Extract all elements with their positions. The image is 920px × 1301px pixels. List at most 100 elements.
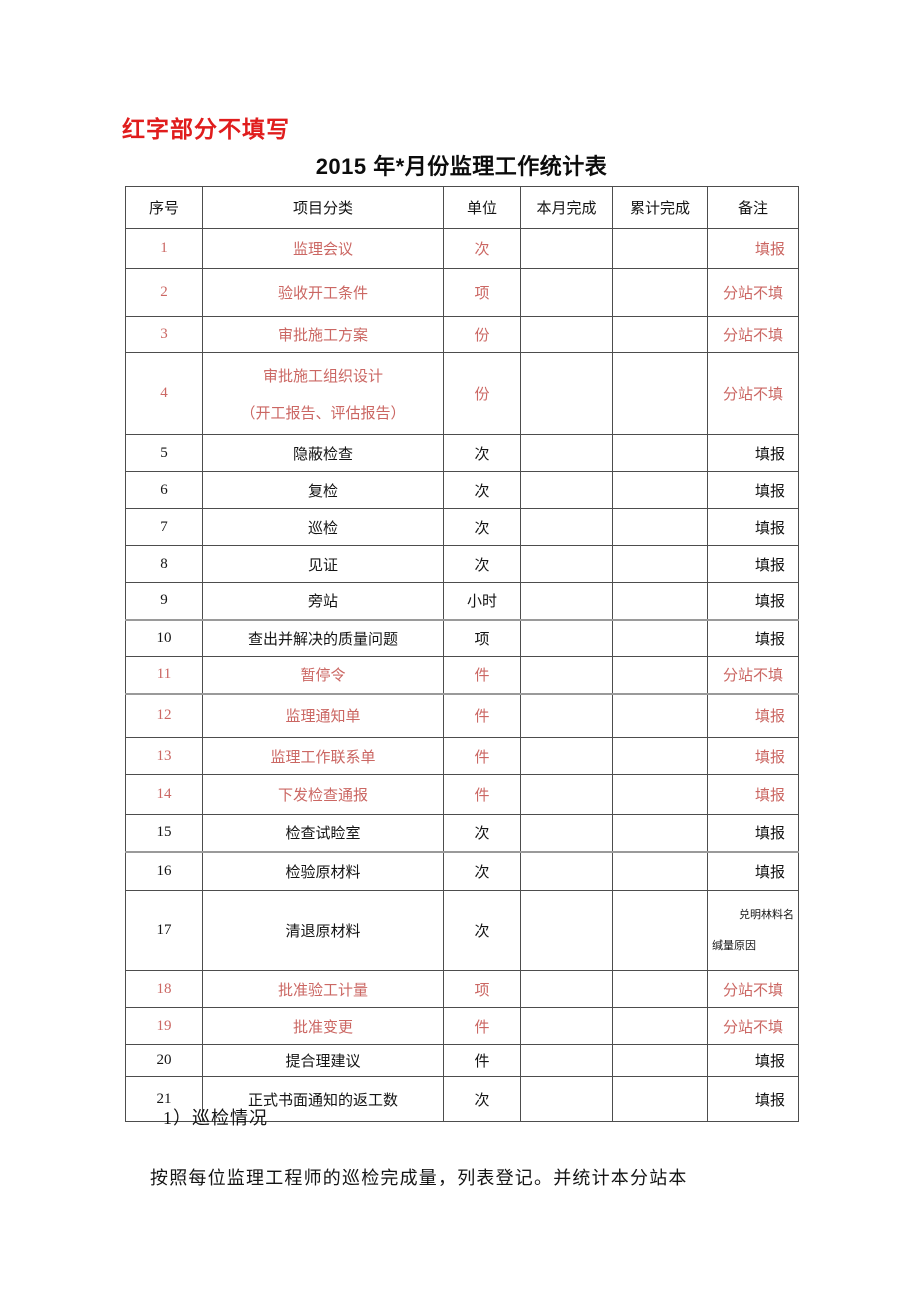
cell-project-category: 提合理建议 (202, 1044, 444, 1077)
table-row: 17 清退原材料 次 兑明林料名 缄量原因 (125, 890, 799, 971)
cell-unit: 次 (443, 851, 521, 891)
category-line1: 检验原材料 (285, 864, 361, 881)
cell-month-completed (520, 434, 613, 472)
cell-unit: 件 (443, 1044, 521, 1077)
cell-remark: 分站不填 (707, 268, 799, 317)
category-line1: 暂停令 (300, 668, 346, 685)
table-header: 序号 项目分类 单位 本月完成 累计完成 备注 (125, 186, 799, 229)
inspection-section-heading: 1）巡检情况 (163, 1108, 268, 1128)
category-line1: 旁站 (307, 594, 338, 611)
table-row: 1 监理会议 次 填报 (125, 228, 799, 269)
cell-serial-number: 6 (125, 471, 203, 509)
cell-serial-number: 9 (125, 582, 203, 621)
cell-remark: 填报 (707, 434, 799, 472)
cell-project-category: 审批施工方案 (202, 316, 444, 353)
category-line1: 验收开工条件 (277, 286, 368, 302)
table-row: 21 正式书面通知的返工数 次 填报 (125, 1076, 799, 1122)
cell-project-category: 复检 (202, 471, 444, 509)
category-line1: 下发检查通报 (277, 788, 368, 804)
remark-small-text: 兑明林料名 缄量原因 (710, 909, 796, 953)
cell-project-category: 监理会议 (202, 228, 444, 269)
cell-unit: 件 (443, 774, 521, 815)
cell-cumulative-completed (612, 1044, 708, 1077)
cell-unit: 次 (443, 1076, 521, 1122)
cell-remark: 填报 (707, 693, 799, 738)
cell-serial-number: 1 (125, 228, 203, 269)
table-row: 4 审批施工组织设计 （开工报告、评估报告） 份 分站不填 (125, 352, 799, 435)
header-unit: 单位 (443, 186, 521, 229)
cell-project-category: 查出并解决的质量问题 (202, 619, 444, 657)
cell-unit: 项 (443, 970, 521, 1008)
cell-cumulative-completed (612, 582, 708, 621)
cell-serial-number: 4 (125, 352, 203, 435)
page-title: 2015 年*月份监理工作统计表 (315, 154, 608, 179)
cell-project-category: 监理工作联系单 (202, 737, 444, 775)
category-line1: 审批施工方案 (277, 328, 368, 344)
cell-month-completed (520, 619, 613, 657)
category-line1: 监理通知单 (285, 709, 361, 726)
cell-month-completed (520, 1044, 613, 1077)
table-row: 9 旁站 小时 填报 (125, 582, 799, 621)
cell-month-completed (520, 228, 613, 269)
table-row: 8 见证 次 填报 (125, 545, 799, 583)
cell-cumulative-completed (612, 1007, 708, 1045)
category-line1: 批准变更 (292, 1019, 353, 1036)
table-row: 13 监理工作联系单 件 填报 (125, 737, 799, 775)
cell-serial-number: 5 (125, 434, 203, 472)
cell-project-category: 清退原材料 (202, 890, 444, 971)
cell-cumulative-completed (612, 693, 708, 738)
table-body: 1 监理会议次填报 2 验收开工条件项分站不填 3 审批施工方案份分站不填 4 审批施工组织设… (125, 228, 799, 1122)
remark-small-line1: 兑明林料名 (739, 908, 794, 921)
cell-remark: 兑明林料名 缄量原因 (707, 890, 799, 971)
table-header-row: 序号 项目分类 单位 本月完成 累计完成 备注 (125, 186, 799, 229)
cell-project-category: 隐蔽检查 (202, 434, 444, 472)
cell-serial-number: 3 (125, 316, 203, 353)
cell-serial-number: 10 (125, 619, 203, 657)
header-serial-number: 序号 (125, 186, 203, 229)
cell-month-completed (520, 545, 613, 583)
category-line1: 巡检 (307, 520, 338, 537)
cell-month-completed (520, 1007, 613, 1045)
table-row: 10 查出并解决的质量问题 项 填报 (125, 619, 799, 657)
cell-remark: 分站不填 (707, 352, 799, 435)
cell-month-completed (520, 1076, 613, 1122)
cell-serial-number: 12 (125, 693, 203, 738)
cell-project-category: 正式书面通知的返工数 (202, 1076, 444, 1122)
cell-serial-number: 17 (125, 890, 203, 971)
cell-month-completed (520, 737, 613, 775)
cell-remark: 填报 (707, 774, 799, 815)
cell-remark: 填报 (707, 1076, 799, 1122)
cell-cumulative-completed (612, 1076, 708, 1122)
cell-unit: 次 (443, 545, 521, 583)
cell-month-completed (520, 814, 613, 853)
cell-cumulative-completed (612, 814, 708, 853)
cell-remark: 填报 (707, 1044, 799, 1077)
table-row: 12 监理通知单 件 填报 (125, 693, 799, 738)
cell-cumulative-completed (612, 268, 708, 317)
cell-month-completed (520, 508, 613, 546)
category-line1: 见证 (307, 557, 338, 574)
category-line1: 监理工作联系单 (270, 749, 376, 766)
cell-remark: 填报 (707, 737, 799, 775)
table-row: 7 巡检 次 填报 (125, 508, 799, 546)
red-notice-text: 红字部分不填写 (122, 116, 290, 142)
category-line1: 检查试睑室 (285, 826, 361, 843)
cell-unit: 次 (443, 814, 521, 853)
cell-month-completed (520, 352, 613, 435)
cell-serial-number: 19 (125, 1007, 203, 1045)
category-line1: 批准验工计量 (277, 982, 368, 999)
cell-remark: 填报 (707, 582, 799, 621)
table-row: 20 提合理建议 件 填报 (125, 1044, 799, 1077)
cell-project-category: 检验原材料 (202, 851, 444, 891)
cell-month-completed (520, 316, 613, 353)
cell-cumulative-completed (612, 851, 708, 891)
cell-project-category: 验收开工条件 (202, 268, 444, 317)
cell-month-completed (520, 851, 613, 891)
header-cumulative-completed: 累计完成 (612, 186, 708, 229)
cell-cumulative-completed (612, 619, 708, 657)
cell-cumulative-completed (612, 434, 708, 472)
cell-unit: 件 (443, 693, 521, 738)
table-row: 14 下发检查通报 件 填报 (125, 774, 799, 815)
table-row: 15 检查试睑室 次 填报 (125, 814, 799, 853)
table-row: 5 隐蔽检查 次 填报 (125, 434, 799, 472)
